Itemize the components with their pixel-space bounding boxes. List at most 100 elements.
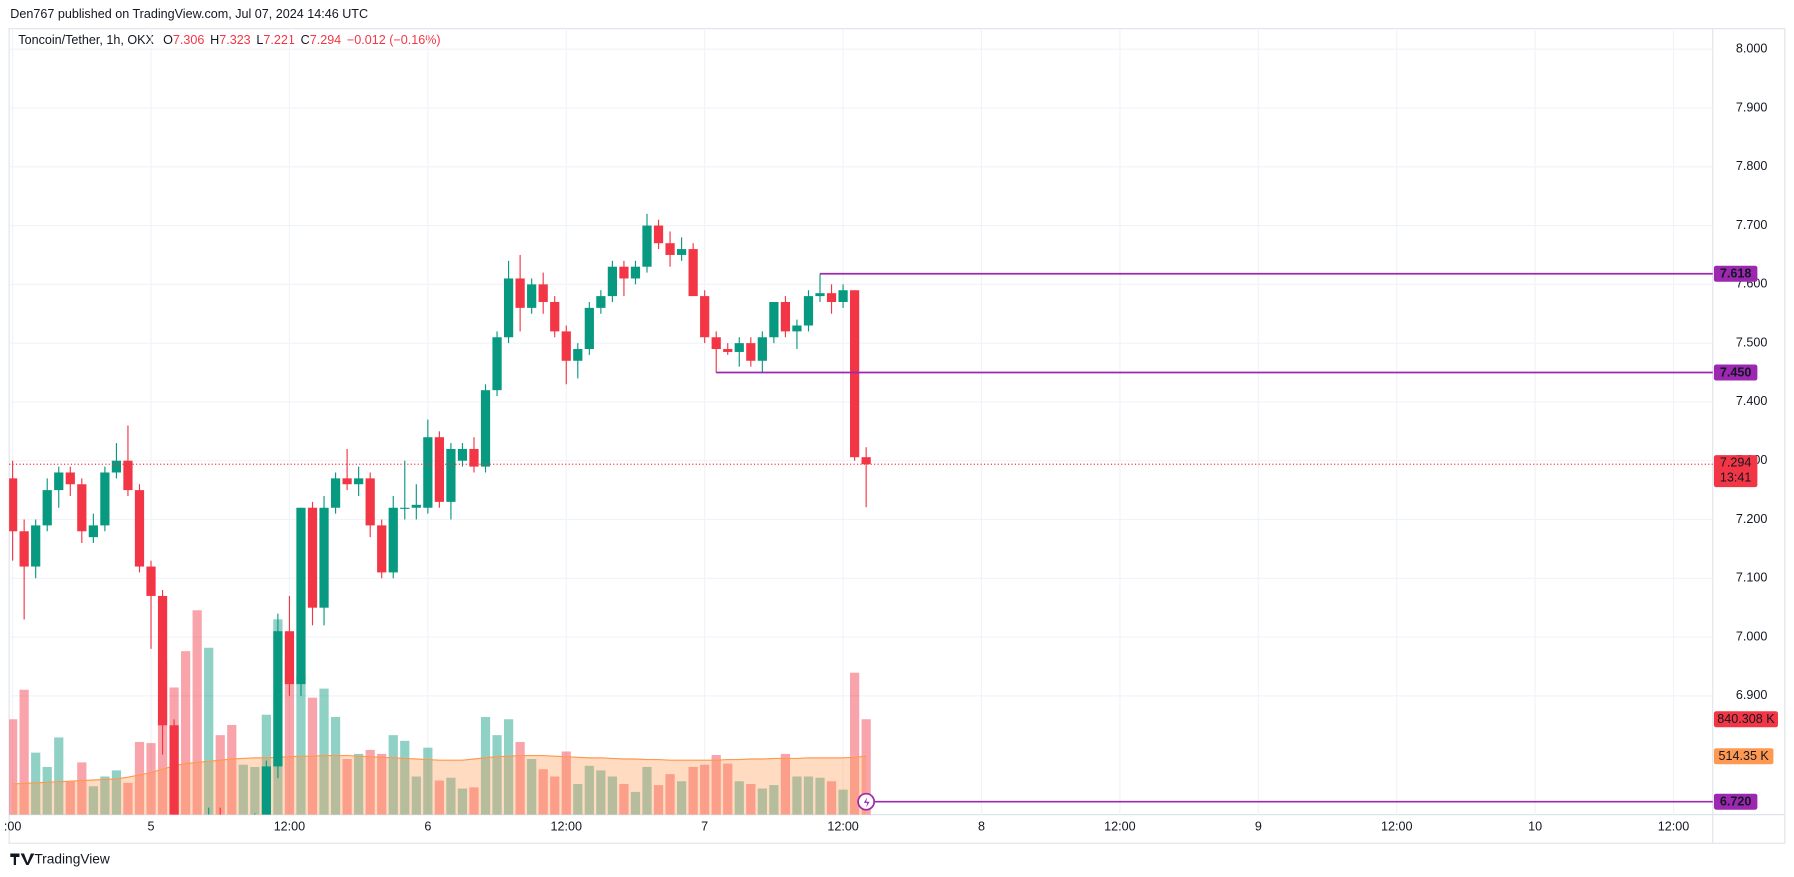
candle-body <box>803 296 814 326</box>
volume-bar <box>665 774 675 815</box>
brand-logo: TradingView <box>10 851 110 866</box>
candle-body <box>273 631 283 767</box>
candle-body <box>31 525 41 567</box>
volume-bar <box>515 741 525 815</box>
volume-bar <box>653 785 664 815</box>
level-label: 6.720 <box>1720 795 1751 809</box>
level-label: 7.450 <box>1720 365 1751 379</box>
volume-bar <box>354 753 364 815</box>
volume-bar <box>9 719 18 815</box>
candle-body <box>850 290 860 458</box>
candle-body <box>342 478 352 485</box>
y-tick-label: 7.000 <box>1736 629 1767 643</box>
x-tick-label: 9 <box>1255 820 1262 834</box>
countdown: 13:41 <box>1720 470 1751 484</box>
y-tick-label: 7.800 <box>1736 159 1767 173</box>
volume-bar <box>284 660 295 815</box>
volume-bar <box>619 783 629 815</box>
candle-body <box>838 290 848 302</box>
candle-body <box>146 566 156 596</box>
level-box <box>1713 793 1758 810</box>
volume-bar <box>411 776 421 815</box>
candle-body <box>711 337 721 350</box>
candle-body <box>515 278 525 308</box>
volume-bar <box>330 716 341 815</box>
y-tick-label: 7.400 <box>1736 394 1767 408</box>
brand: TradingView <box>34 851 110 866</box>
x-tick-label: 12:00 <box>1104 820 1135 834</box>
volume-bar <box>31 752 41 815</box>
candle-body <box>538 284 548 302</box>
candle-body <box>457 448 468 461</box>
volume-bar <box>850 672 860 815</box>
overlays: 6.9007.0007.1007.2007.3007.4007.5007.600… <box>4 42 1778 834</box>
candle-body <box>365 478 375 526</box>
volume-bar <box>573 783 583 815</box>
volume-bar <box>457 788 468 815</box>
volume-bar <box>492 735 502 815</box>
legend: Toncoin/Tether, 1h, OKX O7.306 H7.323 L7.22… <box>18 34 440 48</box>
ohlc-key: H <box>210 34 219 48</box>
volume-label-box <box>1713 711 1778 728</box>
volume-bar <box>342 759 352 815</box>
candle-body <box>307 507 318 608</box>
ohlc-value: 7.306 <box>173 34 204 48</box>
candle-body <box>434 437 444 502</box>
publisher: Den767 published on TradingView.com, Jul… <box>10 7 368 21</box>
volume-bar <box>676 781 687 815</box>
volume-bar <box>65 781 75 815</box>
y-tick-label: 7.100 <box>1736 571 1767 585</box>
candle-body <box>527 284 537 308</box>
candle-body <box>469 448 479 467</box>
candle-body <box>169 725 179 815</box>
candle-body <box>446 448 456 502</box>
volume-bar <box>527 759 537 815</box>
candle-body <box>630 266 641 279</box>
volume-bar <box>181 651 191 815</box>
ohlc-key: C <box>301 34 310 48</box>
volume-bar <box>88 786 98 815</box>
volume-bar <box>192 610 202 815</box>
y-tick-label: 7.900 <box>1736 100 1767 114</box>
volume-bar <box>100 776 110 815</box>
candle-body <box>111 460 122 473</box>
volume-bar <box>792 776 802 815</box>
volume-bar <box>769 785 779 815</box>
volume-bar <box>377 753 387 815</box>
volume-bar <box>723 763 733 815</box>
volume-bar <box>19 689 29 815</box>
volume-bar <box>54 737 64 815</box>
candle-body <box>861 457 871 465</box>
candle-body <box>77 484 87 532</box>
candle-body <box>284 631 295 685</box>
volume-bar <box>561 751 571 815</box>
volume-bar <box>365 749 375 815</box>
volume-bar <box>469 787 479 815</box>
candle-body <box>792 325 802 332</box>
volume-bar <box>146 743 156 815</box>
ohlc-value: 7.221 <box>263 34 294 48</box>
alert-bolt <box>863 797 870 808</box>
volume-bar <box>215 735 225 815</box>
candle-body <box>134 490 145 567</box>
candle-body <box>688 249 698 297</box>
candle-body <box>573 349 583 361</box>
candle-body <box>550 301 560 332</box>
price-pane <box>9 213 871 815</box>
candle-body <box>330 478 341 508</box>
candle-body <box>780 301 791 332</box>
x-tick-label: 12:00 <box>551 820 582 834</box>
volume-bar <box>746 783 756 815</box>
level-label: 7.618 <box>1720 267 1751 281</box>
volume-bar <box>838 789 848 815</box>
candle-body <box>296 507 306 685</box>
candle-body <box>769 301 779 338</box>
volume-bar <box>757 788 767 815</box>
candle-body <box>9 478 18 532</box>
candle-body <box>503 278 514 338</box>
volume-bar <box>861 719 871 815</box>
volume-bar <box>596 770 606 815</box>
candle-body <box>65 472 75 485</box>
ohlc-value: 7.323 <box>219 34 250 48</box>
